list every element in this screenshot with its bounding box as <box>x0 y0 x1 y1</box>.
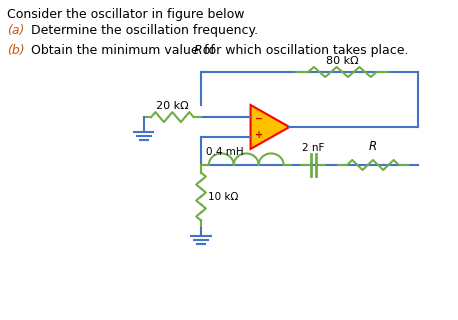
Text: for which oscillation takes place.: for which oscillation takes place. <box>200 44 409 57</box>
Text: Obtain the minimum value of: Obtain the minimum value of <box>31 44 219 57</box>
Polygon shape <box>251 105 289 149</box>
Text: (a): (a) <box>7 24 24 37</box>
Text: 20 kΩ: 20 kΩ <box>156 101 189 111</box>
Text: 0.4 mH: 0.4 mH <box>206 147 244 157</box>
Text: Determine the oscillation frequency.: Determine the oscillation frequency. <box>31 24 258 37</box>
Text: +: + <box>256 130 263 140</box>
Text: 2 nF: 2 nF <box>302 143 324 153</box>
Text: R: R <box>369 140 377 153</box>
Text: R: R <box>193 44 202 57</box>
Text: −: − <box>256 114 263 124</box>
Text: (b): (b) <box>7 44 24 57</box>
Text: 80 kΩ: 80 kΩ <box>326 56 359 66</box>
Text: Consider the oscillator in figure below: Consider the oscillator in figure below <box>7 8 244 21</box>
Text: 10 kΩ: 10 kΩ <box>208 191 238 202</box>
